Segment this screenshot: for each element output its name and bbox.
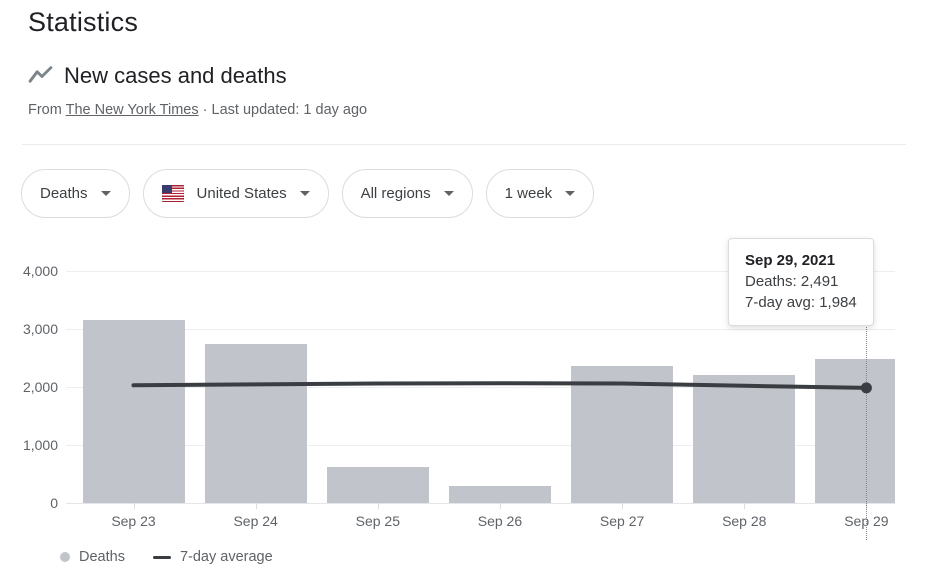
chart-legend: Deaths 7-day average	[60, 549, 273, 565]
metric-dropdown[interactable]: Deaths	[21, 169, 130, 218]
bar-sep-24[interactable]	[204, 344, 307, 503]
line-chart-icon	[28, 64, 53, 89]
tooltip-deaths-value: Deaths: 2,491	[745, 273, 839, 290]
bar-sep-23[interactable]	[82, 319, 185, 503]
average-dash-icon	[152, 555, 171, 559]
source-separator: ·	[202, 102, 208, 118]
y-axis-tick-label: 1,000	[22, 437, 58, 453]
chart-tooltip: Sep 29, 2021 Deaths: 2,491 7-day avg: 1,…	[728, 238, 874, 326]
chart-canvas[interactable]: 0 1,000 2,000 3,000 4,000 Sep 23 Sep 24 Sep 25 S…	[0, 255, 926, 545]
y-axis-tick-label: 3,000	[22, 321, 58, 337]
chevron-down-icon	[443, 191, 454, 196]
y-gridline	[66, 445, 895, 446]
deaths-dot-icon	[60, 552, 70, 562]
y-axis-tick-label: 2,000	[22, 379, 58, 395]
x-axis-tick-label: Sep 28	[722, 513, 767, 529]
page-title: Statistics	[28, 7, 139, 37]
legend-label-deaths: Deaths	[79, 549, 125, 565]
divider	[22, 144, 906, 145]
bar-sep-25[interactable]	[326, 467, 429, 503]
y-gridline	[66, 329, 895, 330]
bar-sep-29[interactable]	[815, 358, 895, 503]
x-axis-tick	[744, 503, 746, 509]
x-axis-tick-label: Sep 25	[355, 513, 400, 529]
timerange-dropdown-label: 1 week	[504, 185, 553, 202]
country-dropdown[interactable]: United States	[142, 169, 329, 218]
legend-item-deaths: Deaths	[60, 549, 125, 565]
last-updated-text: Last updated: 1 day ago	[211, 102, 368, 118]
x-axis-tick-label: Sep 24	[233, 513, 278, 529]
section-title: New cases and deaths	[64, 63, 287, 88]
x-axis-tick	[499, 503, 501, 509]
region-dropdown[interactable]: All regions	[341, 169, 473, 218]
metric-dropdown-label: Deaths	[40, 185, 88, 202]
y-gridline	[66, 503, 895, 504]
chevron-down-icon	[565, 191, 576, 196]
x-axis-tick-label: Sep 23	[111, 513, 156, 529]
chevron-down-icon	[299, 191, 310, 196]
x-axis-tick-label: Sep 26	[477, 513, 523, 529]
timerange-dropdown[interactable]: 1 week	[485, 169, 595, 218]
country-dropdown-label: United States	[196, 185, 287, 202]
x-axis-tick	[377, 503, 379, 509]
legend-item-average: 7-day average	[152, 549, 273, 565]
legend-label-average: 7-day average	[179, 549, 273, 565]
x-axis-tick-label: Sep 27	[599, 513, 645, 529]
y-gridline	[66, 271, 895, 272]
tooltip-avg-value: 7-day avg: 1,984	[745, 294, 857, 311]
section-heading: New cases and deaths	[28, 63, 287, 89]
x-axis-tick	[133, 503, 135, 509]
filter-bar: Deaths United States All regions 1 week	[21, 169, 595, 218]
source-line: From The New York Times · Last updated: …	[28, 102, 367, 118]
tooltip-date: Sep 29, 2021	[745, 252, 836, 269]
y-axis-tick-label: 0	[50, 495, 58, 511]
chevron-down-icon	[100, 191, 111, 196]
us-flag-icon	[161, 185, 184, 202]
y-axis-tick-label: 4,000	[22, 263, 58, 279]
bar-sep-26[interactable]	[448, 485, 551, 503]
bar-sep-27[interactable]	[571, 365, 674, 503]
x-axis-tick	[255, 503, 257, 509]
bar-sep-28[interactable]	[693, 375, 796, 503]
x-axis-tick	[622, 503, 624, 509]
source-prefix: From	[28, 102, 62, 118]
highlight-dotted-line	[866, 323, 868, 540]
source-link[interactable]: The New York Times	[65, 102, 199, 118]
region-dropdown-label: All regions	[360, 185, 431, 202]
